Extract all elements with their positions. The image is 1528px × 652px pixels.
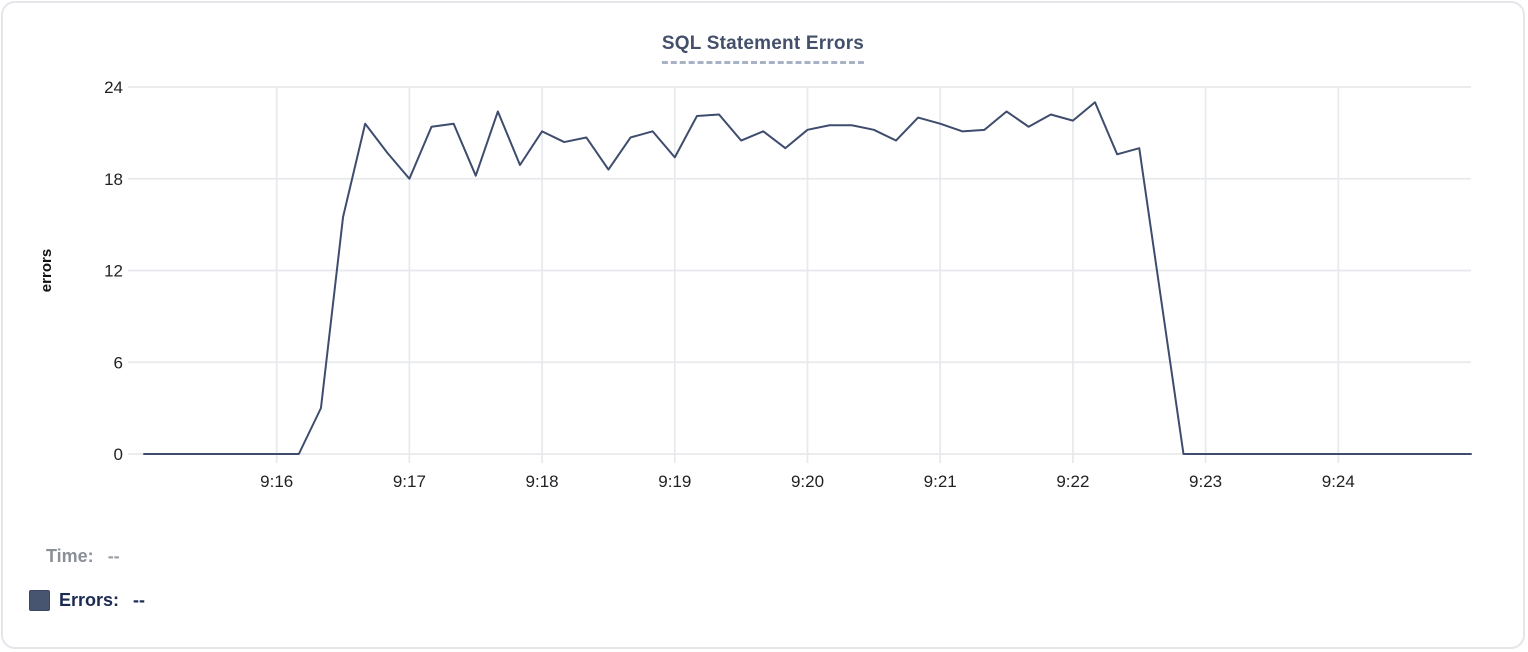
svg-text:9:17: 9:17	[393, 472, 426, 491]
time-value: --	[107, 546, 120, 566]
svg-text:12: 12	[104, 262, 123, 281]
svg-text:9:24: 9:24	[1322, 472, 1355, 491]
svg-text:9:22: 9:22	[1056, 472, 1089, 491]
legend-errors-readout: Errors: --	[29, 590, 145, 611]
svg-text:9:21: 9:21	[924, 472, 957, 491]
svg-text:9:20: 9:20	[791, 472, 824, 491]
svg-text:24: 24	[104, 78, 123, 97]
svg-text:9:16: 9:16	[260, 472, 293, 491]
chart-title[interactable]: SQL Statement Errors	[661, 33, 865, 64]
svg-text:18: 18	[104, 170, 123, 189]
errors-value: --	[133, 590, 146, 610]
svg-text:errors: errors	[38, 249, 55, 292]
errors-label: Errors:	[59, 590, 120, 610]
svg-text:9:23: 9:23	[1189, 472, 1222, 491]
svg-text:0: 0	[114, 445, 123, 464]
svg-text:9:19: 9:19	[658, 472, 691, 491]
time-label: Time:	[46, 546, 94, 566]
svg-text:6: 6	[114, 353, 123, 372]
hover-time-readout: Time: --	[46, 546, 120, 567]
errors-line-plot[interactable]: 0 6 12 18 24 9:16 9:17 9:18 9:19 9:20 9:21 9:22 9:23…	[3, 3, 1525, 523]
svg-text:9:18: 9:18	[526, 472, 559, 491]
errors-series-swatch	[29, 590, 50, 611]
